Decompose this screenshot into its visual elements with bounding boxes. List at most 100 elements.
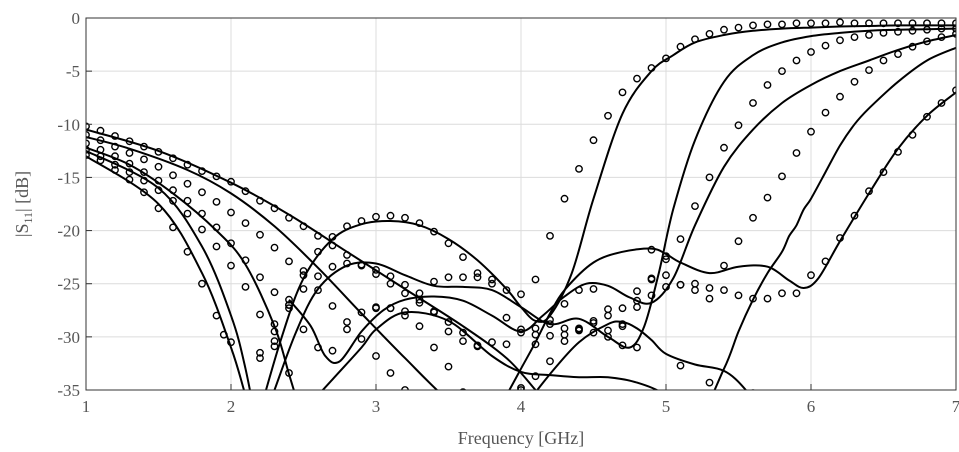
measured-point-4-17 [314,286,322,294]
measured-point-10-7 [589,285,598,293]
measured-point-2-12 [241,282,250,291]
measured-point-3-5 [140,168,148,177]
measured-point-5-14 [270,204,279,213]
measured-point-7-9 [372,265,380,274]
measured-point-8-39 [821,108,830,117]
measured-point-9-32 [821,257,830,266]
measured-point-10-10 [633,343,641,352]
measured-point-7-21 [546,331,554,340]
measured-point-8-42 [865,66,873,75]
measured-point-2-8 [183,209,192,218]
x-tick-label-1: 2 [227,397,236,416]
measured-point-8-5 [328,346,337,355]
measured-point-8-4 [314,343,322,352]
measured-point-2-5 [140,176,148,185]
measured-point-6-34 [720,25,728,34]
measured-point-6-41 [821,19,830,28]
measured-point-1-3 [111,166,119,174]
measured-point-9-40 [937,99,946,107]
measured-point-9-24 [705,284,714,292]
measured-point-7-2 [270,327,279,336]
measured-point-4-13 [256,230,264,239]
measured-point-4-21 [372,352,380,360]
measured-point-4-20 [357,335,366,343]
measured-point-9-36 [879,168,888,177]
measured-point-8-25 [618,320,627,328]
measured-point-3-3 [111,152,119,161]
measured-point-3-8 [183,196,192,205]
y-axis-label-subscript: 11 [21,212,35,224]
x-tick-label-0: 1 [82,397,91,416]
measured-point-7-48 [937,24,946,33]
measured-point-5-8 [183,160,192,169]
measured-point-4-9 [198,188,206,197]
measured-point-9-37 [894,147,902,156]
measured-point-7-35 [749,99,757,107]
measured-point-5-23 [401,289,409,298]
measured-point-1-2 [96,156,105,165]
y-tick-label-5: -25 [57,275,80,294]
measured-point-4-8 [183,179,192,188]
measured-point-6-19 [502,286,511,294]
measured-point-9-7 [459,388,467,390]
measured-point-5-18 [328,241,337,250]
measured-point-4-4 [125,149,134,157]
measured-point-1-9 [198,279,206,288]
measured-point-7-43 [865,31,873,39]
measured-point-5-3 [111,132,119,140]
measured-point-9-22 [676,280,685,289]
y-tick-label-6: -30 [57,328,80,347]
measured-series-7 [256,24,956,362]
measured-point-6-3 [270,320,279,328]
measured-point-7-36 [763,81,772,89]
measured-series-4 [86,131,409,390]
measured-point-8-16 [488,338,496,347]
measured-point-9-23 [691,279,699,288]
measured-point-8-21 [560,324,569,333]
measured-series-8 [270,30,956,355]
measured-point-10-16 [721,391,727,397]
measured-point-5-13 [256,196,264,205]
measured-point-5-27 [459,328,467,337]
measured-point-6-30 [662,54,670,63]
measured-point-8-28 [662,271,670,280]
measured-point-8-34 [749,213,757,222]
measured-point-4-19 [343,318,351,326]
measured-point-7-15 [459,273,467,282]
measured-point-7-46 [908,26,917,35]
measured-point-5-9 [198,167,206,176]
measured-point-7-45 [894,27,902,36]
measured-point-10-15 [705,378,714,387]
measured-point-4-15 [285,257,293,266]
y-axis-label-main: |S [12,224,32,238]
measured-point-10-20 [779,396,785,402]
measured-point-8-6 [343,325,351,334]
measured-point-3-6 [154,176,163,185]
measured-point-10-8 [604,305,612,314]
measured-point-9-39 [923,112,931,121]
measured-point-6-32 [691,35,699,44]
measured-point-3-2 [96,145,105,154]
measured-point-7-19 [517,325,525,334]
simulated-curve-1 [86,155,245,390]
measured-markers [86,18,956,415]
measured-point-6-31 [676,42,685,51]
measured-point-8-38 [807,127,815,136]
y-tick-label-1: -5 [66,62,80,81]
measured-point-6-26 [604,111,612,120]
measured-point-6-11 [386,211,395,220]
measured-point-4-12 [241,219,250,228]
measured-point-8-23 [589,328,598,337]
y-tick-label-2: -10 [57,115,80,134]
simulated-curve-3 [86,146,295,390]
measured-point-9-33 [836,234,844,242]
x-tick-label-6: 7 [952,397,959,416]
measured-point-6-5 [299,267,308,275]
measured-point-7-6 [328,262,337,271]
measured-point-8-14 [459,337,467,345]
simulated-curve-10 [508,91,956,390]
measured-point-9-9 [489,409,495,415]
measured-point-4-3 [111,142,119,151]
measured-point-1-11 [219,330,228,339]
